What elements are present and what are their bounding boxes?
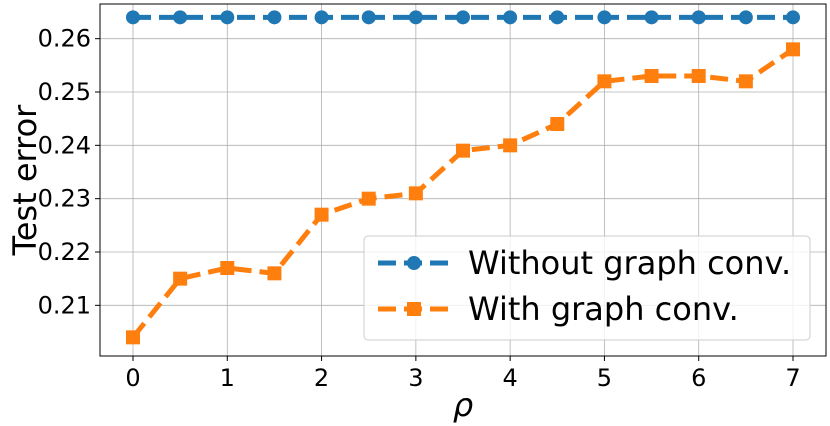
legend-marker xyxy=(407,256,421,270)
data-point xyxy=(408,186,423,201)
data-point xyxy=(220,10,235,25)
y-tick-label: 0.22 xyxy=(38,238,91,266)
data-point xyxy=(550,117,565,131)
series-1 xyxy=(126,42,800,345)
x-axis-label: ρ xyxy=(453,386,473,424)
data-point xyxy=(267,10,282,25)
data-point xyxy=(408,10,423,25)
y-tick-label: 0.21 xyxy=(38,291,91,319)
data-point xyxy=(738,74,753,89)
y-tick-label: 0.23 xyxy=(38,185,91,213)
y-axis-label: Test error xyxy=(6,104,44,257)
data-point xyxy=(644,10,659,25)
x-tick-label: 4 xyxy=(503,364,518,392)
data-point xyxy=(173,10,188,25)
data-point xyxy=(691,10,706,25)
data-point xyxy=(314,207,329,222)
x-tick-label: 6 xyxy=(691,364,706,392)
data-point xyxy=(503,10,518,25)
legend-entry-with-graph-conv: With graph conv. xyxy=(378,290,739,328)
y-tick-label: 0.26 xyxy=(38,25,91,53)
x-tick-label: 1 xyxy=(220,364,235,392)
data-point xyxy=(691,69,706,83)
data-point xyxy=(644,69,659,83)
x-tick-label: 7 xyxy=(785,364,800,392)
data-point xyxy=(361,191,376,206)
data-point xyxy=(267,266,282,281)
x-tick-label: 3 xyxy=(408,364,423,392)
legend-marker xyxy=(407,302,421,316)
data-point xyxy=(456,10,470,25)
x-tick-label: 5 xyxy=(597,364,612,392)
data-point xyxy=(550,10,565,25)
legend: Without graph conv. With graph conv. xyxy=(363,235,811,341)
data-point xyxy=(503,138,518,153)
x-tick-label: 0 xyxy=(125,364,140,392)
legend-label: Without graph conv. xyxy=(468,244,791,282)
y-tick-label: 0.25 xyxy=(38,78,91,106)
data-point xyxy=(126,330,140,345)
data-point xyxy=(738,10,753,25)
series-layer xyxy=(126,10,800,345)
data-point xyxy=(456,143,470,158)
x-tick-label: 2 xyxy=(314,364,329,392)
data-point xyxy=(786,42,800,57)
legend-entry-without-graph-conv: Without graph conv. xyxy=(378,244,791,282)
data-point xyxy=(173,271,188,286)
data-point xyxy=(126,10,140,25)
data-point xyxy=(597,74,612,89)
data-point xyxy=(361,10,376,25)
data-point xyxy=(597,10,612,25)
tick-labels: 0 1 2 3 4 5 6 7 0.21 0.22 0.23 0.24 0.25 0.26 xyxy=(38,25,801,392)
data-point xyxy=(220,261,235,275)
data-point xyxy=(314,10,329,25)
legend-box xyxy=(363,235,811,341)
series-0 xyxy=(126,10,800,25)
y-tick-label: 0.24 xyxy=(38,131,91,159)
data-point xyxy=(786,10,800,25)
plot-frame xyxy=(99,3,827,357)
legend-label: With graph conv. xyxy=(468,290,739,328)
